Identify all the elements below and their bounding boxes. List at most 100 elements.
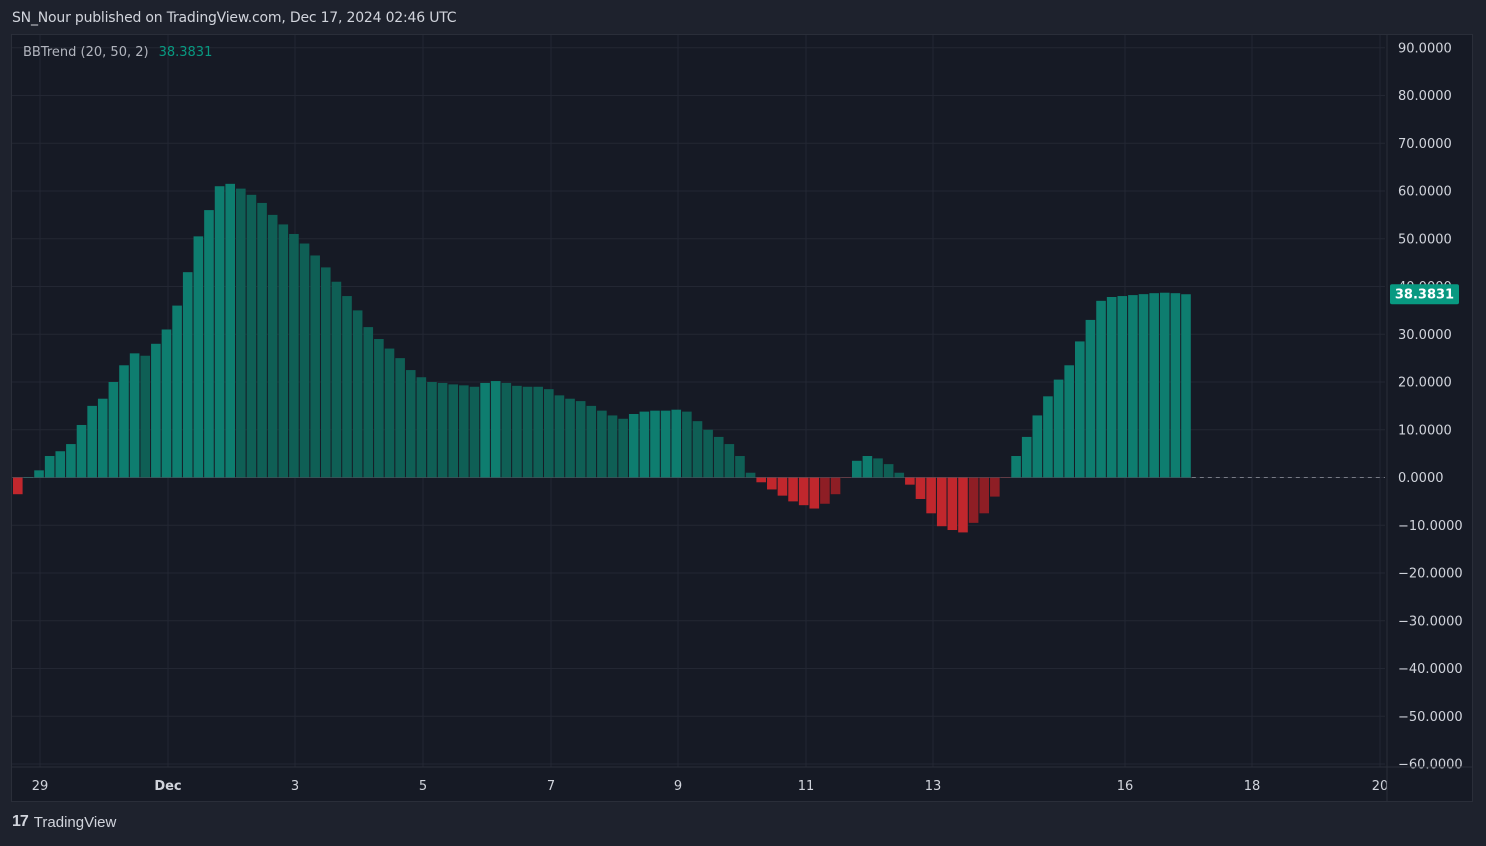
histogram-bar (1117, 296, 1128, 478)
y-tick-label: −40.0000 (1398, 662, 1463, 677)
histogram-bar (257, 202, 267, 478)
histogram-bar (44, 456, 55, 478)
histogram-bar (873, 458, 883, 478)
tradingview-branding[interactable]: 17 TradingView (12, 813, 116, 831)
y-tick-label: 10.0000 (1398, 423, 1452, 438)
histogram-bar (703, 429, 713, 478)
histogram-bar (204, 210, 214, 478)
histogram-bar (554, 395, 565, 478)
histogram-bar (299, 243, 310, 478)
histogram-bar (544, 389, 554, 478)
x-tick-label: 29 (32, 779, 49, 794)
publisher-header: SN_Nour published on TradingView.com, De… (12, 10, 457, 26)
histogram-bar (395, 358, 405, 478)
histogram-bar (607, 415, 618, 478)
brand-name: TradingView (33, 813, 117, 831)
histogram-bar (1021, 436, 1032, 478)
histogram-bar (374, 339, 384, 478)
histogram-bar (639, 411, 650, 478)
x-tick-label: 3 (291, 779, 299, 794)
histogram-bar (437, 382, 448, 478)
histogram-bar (1032, 415, 1043, 478)
histogram-bar (692, 421, 703, 478)
y-tick-label: 70.0000 (1398, 137, 1452, 152)
histogram-bar (480, 382, 490, 478)
histogram-bar (469, 386, 480, 478)
histogram-bar (267, 214, 278, 478)
histogram-bar (1181, 294, 1191, 478)
y-tick-label: 0.0000 (1398, 471, 1444, 486)
histogram-bar (1085, 319, 1096, 478)
histogram-bar (1170, 293, 1181, 478)
histogram-bar (618, 418, 628, 478)
histogram-bar (182, 272, 193, 478)
histogram-bar (809, 477, 820, 509)
x-tick-label: 9 (674, 779, 682, 794)
histogram-bar (1138, 294, 1149, 478)
histogram-bar (1064, 365, 1074, 478)
histogram-bar (459, 385, 469, 478)
y-tick-label: −10.0000 (1398, 519, 1463, 534)
x-tick-label: 7 (547, 779, 555, 794)
histogram-bar (1106, 297, 1117, 478)
histogram-bar (671, 409, 682, 478)
histogram-bar (851, 460, 862, 478)
histogram-bar (76, 424, 87, 478)
histogram-bar (745, 472, 756, 478)
histogram-bar (1053, 379, 1064, 478)
indicator-legend[interactable]: BBTrend (20, 50, 2) 38.3831 (23, 45, 212, 60)
histogram-bar (958, 477, 968, 533)
tradingview-logo-icon: 17 (12, 813, 29, 830)
histogram-bar (310, 255, 320, 478)
histogram-bar (289, 233, 299, 478)
histogram-bar (405, 370, 416, 478)
histogram-bar (490, 381, 501, 478)
x-tick-label: Dec (154, 779, 181, 794)
histogram-bar (1075, 341, 1085, 478)
histogram-bar (384, 348, 395, 478)
histogram-bar (119, 365, 129, 478)
histogram-bar (533, 386, 543, 478)
y-tick-label: −60.0000 (1398, 758, 1463, 773)
histogram-bar (830, 477, 841, 495)
histogram-bar (788, 477, 798, 502)
histogram-bar (820, 477, 830, 504)
y-tick-label: 50.0000 (1398, 232, 1452, 247)
histogram-bar (87, 405, 97, 478)
histogram-bar (565, 398, 575, 478)
histogram-bar (448, 384, 459, 478)
histogram-bar (628, 413, 639, 478)
y-tick-label: 60.0000 (1398, 185, 1452, 200)
y-tick-label: 20.0000 (1398, 376, 1452, 391)
indicator-value: 38.3831 (158, 45, 213, 60)
last-value-badge (1390, 284, 1459, 305)
histogram-bar (501, 382, 512, 478)
histogram-bar (926, 477, 936, 514)
histogram-bar (936, 477, 947, 527)
histogram-bar (862, 456, 873, 478)
histogram-bar (172, 305, 182, 478)
indicator-name: BBTrend (20, 50, 2) (23, 45, 149, 60)
histogram-bar (575, 401, 586, 478)
histogram-bar (129, 353, 140, 478)
histogram-bar (278, 224, 289, 478)
y-tick-label: −50.0000 (1398, 710, 1463, 725)
histogram-bar (883, 464, 894, 478)
histogram-bar (193, 236, 204, 478)
histogram-bar (246, 194, 257, 478)
histogram-bar (682, 411, 692, 478)
histogram-bar (777, 477, 788, 496)
histogram-bar (597, 410, 607, 478)
histogram-bar (13, 477, 23, 495)
histogram-bar (905, 477, 915, 485)
histogram-bar (979, 477, 990, 514)
histogram-bar (1043, 396, 1053, 478)
last-value-label: 38.3831 (1395, 288, 1454, 303)
y-tick-label: 90.0000 (1398, 41, 1452, 56)
x-tick-label: 16 (1117, 779, 1134, 794)
histogram-bar (97, 398, 108, 478)
histogram-bar (660, 410, 671, 478)
y-tick-label: −30.0000 (1398, 614, 1463, 629)
histogram-bar (214, 186, 225, 478)
